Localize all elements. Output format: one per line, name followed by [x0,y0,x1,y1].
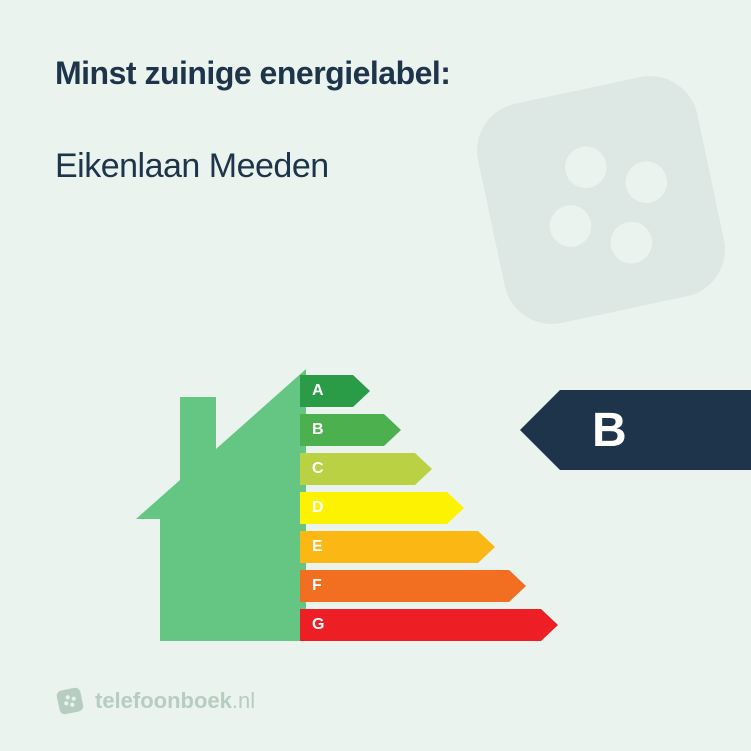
energy-bar-label: B [312,421,324,439]
footer-text: telefoonboek.nl [95,688,255,714]
selected-label-letter: B [592,403,627,458]
phonebook-icon [55,686,85,716]
page-subtitle: Eikenlaan Meeden [55,147,696,186]
selected-label-badge: B [520,390,751,470]
energy-bar-label: D [312,499,324,517]
energy-bar-label: G [312,616,324,634]
house-icon [126,369,316,641]
energy-bar-label: E [312,538,323,556]
energy-bar-label: C [312,460,324,478]
energy-bar-label: F [312,577,322,595]
energy-bar-label: A [312,382,324,400]
page-title: Minst zuinige energielabel: [55,55,696,92]
footer-logo: telefoonboek.nl [55,686,255,716]
